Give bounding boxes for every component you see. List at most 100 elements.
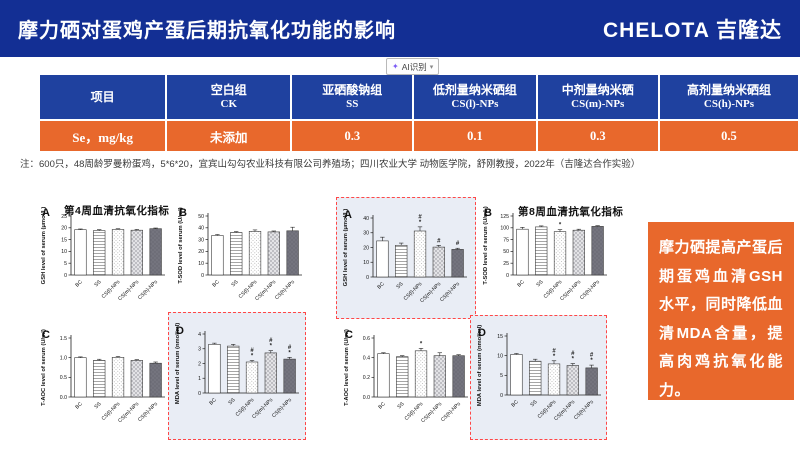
svg-text:10: 10 bbox=[363, 260, 369, 266]
svg-text:3: 3 bbox=[198, 347, 201, 353]
svg-text:T-AOC level of serum (U/ml): T-AOC level of serum (U/ml) bbox=[344, 329, 350, 406]
chart-week8-tsod: 0 25 50 75 100 125 BC SS * CS(l)-NPs CS(m)-NPs CS(h… bbox=[480, 201, 612, 316]
svg-text:25: 25 bbox=[503, 261, 509, 267]
svg-text:T-AOC level of serum (U/ml): T-AOC level of serum (U/ml) bbox=[41, 329, 47, 406]
table-header-row: 项目 空白组 CK 亚硒酸钠组 SS 低剂量纳米硒组 CS(l)-NPs 中剂量… bbox=[40, 75, 798, 119]
svg-text:GSH level of serum (μmol/L): GSH level of serum (μmol/L) bbox=[41, 207, 47, 285]
svg-text:#: # bbox=[288, 345, 292, 351]
svg-text:T-SOD level of serum (U/mL): T-SOD level of serum (U/mL) bbox=[483, 206, 489, 284]
chart-week8-gsh: 0 10 20 30 40 BC SS * # CS(l)-NPs # CS(m)-NPs # CS(h)… bbox=[340, 203, 472, 318]
col-header-text: 空白组 bbox=[210, 82, 247, 97]
svg-text:0.5: 0.5 bbox=[60, 375, 67, 381]
col-header-item: 项目 bbox=[40, 75, 166, 119]
svg-text:SS: SS bbox=[230, 279, 240, 289]
header-banner: 摩力硒对蛋鸡产蛋后期抗氧化功能的影响 CHELOTA 吉隆达 bbox=[0, 0, 800, 57]
svg-text:BC: BC bbox=[74, 401, 84, 411]
svg-text:CS(h)-NPs: CS(h)-NPs bbox=[274, 279, 296, 301]
svg-text:#: # bbox=[552, 348, 556, 354]
panel-letter: A bbox=[344, 209, 352, 221]
panel-letter: C bbox=[42, 329, 50, 341]
svg-text:#: # bbox=[590, 353, 594, 359]
svg-text:0: 0 bbox=[500, 393, 503, 399]
svg-text:SS: SS bbox=[93, 401, 103, 411]
col-header-cs-m: 中剂量纳米硒 CS(m)-NPs bbox=[537, 75, 658, 119]
svg-text:*: * bbox=[559, 223, 562, 229]
svg-text:15: 15 bbox=[61, 237, 67, 243]
svg-text:SS: SS bbox=[227, 397, 237, 407]
svg-text:CS(m)-NPs: CS(m)-NPs bbox=[254, 279, 277, 302]
col-header-text: 亚硒酸钠组 bbox=[322, 82, 383, 97]
panel-letter: D bbox=[176, 325, 184, 337]
se-value-cs-m: 0.3 bbox=[537, 121, 658, 151]
svg-text:4: 4 bbox=[198, 332, 201, 338]
col-header-text: 项目 bbox=[90, 89, 115, 104]
chart-week4-mda: 0 1 2 3 4 BC SS * # CS(l)-NPs * # CS(m)-NPs * # CS(h)-N… bbox=[172, 319, 304, 434]
col-header-ck: 空白组 CK bbox=[167, 75, 291, 119]
svg-text:20: 20 bbox=[363, 245, 369, 251]
group-title-week8: 第8周血清抗氧化指标 bbox=[518, 206, 624, 218]
svg-text:5: 5 bbox=[64, 261, 67, 267]
svg-text:#: # bbox=[571, 351, 575, 357]
panel-letter: D bbox=[478, 327, 486, 339]
svg-text:T-SOD level of serum (U/ml): T-SOD level of serum (U/ml) bbox=[178, 207, 184, 283]
svg-text:0.0: 0.0 bbox=[60, 395, 67, 401]
svg-text:SS: SS bbox=[93, 279, 103, 289]
svg-text:20: 20 bbox=[198, 249, 204, 255]
treatment-groups-table: 项目 空白组 CK 亚硒酸钠组 SS 低剂量纳米硒组 CS(l)-NPs 中剂量… bbox=[38, 73, 800, 153]
svg-text:BC: BC bbox=[211, 279, 221, 289]
svg-text:BC: BC bbox=[377, 401, 387, 411]
row-label-se: Se，mg/kg bbox=[40, 121, 166, 151]
panel-letter: B bbox=[484, 207, 492, 219]
svg-text:10: 10 bbox=[61, 249, 67, 255]
svg-text:SS: SS bbox=[529, 399, 539, 409]
table-row-se-dose: Se，mg/kg 未添加 0.3 0.1 0.3 0.5 bbox=[40, 121, 798, 151]
svg-text:15: 15 bbox=[497, 334, 503, 340]
svg-text:75: 75 bbox=[503, 237, 509, 243]
panel-letter: A bbox=[42, 207, 50, 219]
svg-text:10: 10 bbox=[198, 261, 204, 267]
chart-week8-mda: 0 5 10 15 BC SS * # CS(l)-NPs * # CS(m)-NPs * # CS(h)-… bbox=[474, 321, 606, 436]
conclusion-box: 摩力硒提高产蛋后期蛋鸡血清GSH水平，同时降低血清MDA含量，提高肉鸡抗氧化能力… bbox=[648, 222, 794, 400]
svg-text:SS: SS bbox=[396, 401, 406, 411]
svg-text:BC: BC bbox=[376, 281, 386, 291]
svg-text:CS(m)-NPs: CS(m)-NPs bbox=[419, 281, 442, 304]
col-header-text: 高剂量纳米硒组 bbox=[686, 82, 771, 97]
svg-text:CS(h)-NPs: CS(h)-NPs bbox=[271, 397, 293, 419]
svg-text:CS(m)-NPs: CS(m)-NPs bbox=[559, 279, 582, 302]
svg-text:40: 40 bbox=[363, 216, 369, 222]
panel-letter: B bbox=[179, 207, 187, 219]
svg-text:CS(m)-NPs: CS(m)-NPs bbox=[553, 399, 576, 422]
svg-text:SS: SS bbox=[395, 281, 405, 291]
svg-text:*: * bbox=[270, 344, 273, 350]
svg-text:5: 5 bbox=[500, 373, 503, 379]
svg-text:2: 2 bbox=[198, 361, 201, 367]
svg-text:0.4: 0.4 bbox=[363, 355, 370, 361]
group-title-week4: 第4周血清抗氧化指标 bbox=[64, 205, 170, 217]
se-value-ss: 0.3 bbox=[292, 121, 413, 151]
svg-text:0.0: 0.0 bbox=[363, 395, 370, 401]
col-header-code: CK bbox=[220, 97, 238, 110]
svg-text:1.5: 1.5 bbox=[60, 336, 67, 342]
svg-text:*: * bbox=[251, 354, 254, 360]
col-header-cs-h: 高剂量纳米硒组 CS(h)-NPs bbox=[659, 75, 798, 119]
svg-text:#: # bbox=[437, 238, 441, 244]
svg-text:BC: BC bbox=[510, 399, 520, 409]
chart-week4-gsh: 0 5 10 15 20 25 BC SS CS(l)-NPs CS(m)-NPs CS(h)-NP… bbox=[38, 201, 170, 316]
svg-text:30: 30 bbox=[198, 237, 204, 243]
svg-text:*: * bbox=[572, 357, 575, 363]
svg-text:CS(h)-NPs: CS(h)-NPs bbox=[440, 401, 462, 423]
svg-text:30: 30 bbox=[363, 231, 369, 237]
svg-text:CS(m)-NPs: CS(m)-NPs bbox=[251, 397, 274, 420]
ai-tool-button[interactable]: ✦ AI识别 ▾ bbox=[386, 58, 440, 75]
page-title: 摩力硒对蛋鸡产蛋后期抗氧化功能的影响 bbox=[18, 20, 396, 42]
se-value-ck: 未添加 bbox=[167, 121, 291, 151]
col-header-ss: 亚硒酸钠组 SS bbox=[292, 75, 413, 119]
col-header-code: CS(m)-NPs bbox=[571, 97, 625, 110]
svg-text:0: 0 bbox=[366, 275, 369, 281]
svg-text:CS(m)-NPs: CS(m)-NPs bbox=[420, 401, 443, 424]
chevron-down-icon: ▾ bbox=[429, 63, 434, 71]
svg-text:*: * bbox=[553, 354, 556, 360]
